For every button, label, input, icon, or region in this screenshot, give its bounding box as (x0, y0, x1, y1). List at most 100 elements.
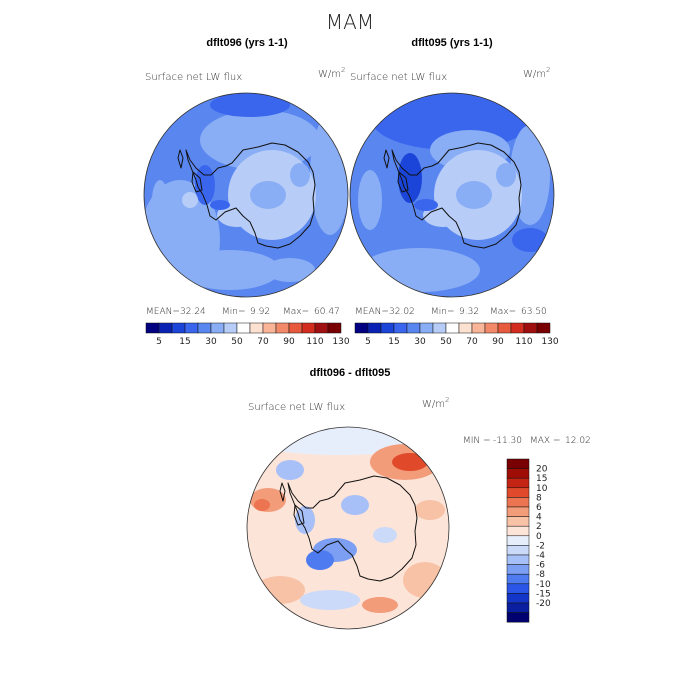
colorbar-swatch (419, 322, 434, 334)
stat-mean-value: 32.02 (389, 307, 415, 317)
colorbar-tick-label: 30 (414, 337, 426, 347)
map-fill (373, 527, 397, 543)
colorbar-tick-label: 0 (536, 532, 542, 542)
colorbar-swatch (471, 322, 486, 334)
map-fill (512, 228, 548, 252)
panel-left-stats: MEAN= 32.24 Min= 9.92 Max= 60.47 (146, 307, 340, 317)
colorbar-swatch (506, 612, 530, 623)
colorbar-swatch (249, 322, 264, 334)
coast-peninsula (293, 504, 305, 526)
panel-right-colorbar: 5 15 30 50 70 90 110 130 (354, 322, 559, 347)
colorbar-tick-label: 130 (332, 337, 349, 347)
colorbar-tick-label: 15 (536, 474, 547, 484)
coast-peninsula (177, 149, 184, 169)
panel-right-map (349, 92, 555, 298)
panel-diff-map (246, 426, 450, 630)
colorbar-swatch (145, 322, 160, 334)
diff-min-label: MIN = (463, 436, 491, 446)
stat-max-label: Max= (283, 307, 309, 317)
colorbar-tick-label: 4 (536, 513, 542, 523)
stat-mean-value: 32.24 (180, 307, 206, 317)
colorbar-swatch (506, 593, 530, 604)
map-boundary (349, 92, 555, 298)
colorbar-swatch (506, 554, 530, 565)
stat-min-label: Min= (222, 307, 246, 317)
coast-peninsula (279, 482, 286, 502)
colorbar-swatch (210, 322, 225, 334)
colorbar-swatch (506, 583, 530, 594)
colorbar-swatch (432, 322, 447, 334)
colorbar-tick-label: 15 (388, 337, 399, 347)
map-fill (358, 170, 382, 230)
colorbar-tick-label: 110 (306, 337, 323, 347)
colorbar-tick-label: 15 (179, 337, 190, 347)
map-boundary (143, 92, 349, 298)
map-fill (290, 163, 310, 187)
colorbar-swatch (171, 322, 186, 334)
map-fill (414, 199, 438, 211)
map-fill (360, 248, 480, 292)
colorbar-tick-label: 70 (466, 337, 478, 347)
stat-mean-label: MEAN= (146, 307, 180, 317)
panel-right-units: W/m2 (523, 66, 550, 80)
colorbar-tick-label: 110 (515, 337, 532, 347)
colorbar-swatch (506, 564, 530, 575)
colorbar-swatch (367, 322, 382, 334)
map-fill (306, 550, 334, 570)
colorbar-tick-label: 90 (492, 337, 504, 347)
colorbar-tick-label: 10 (536, 484, 548, 494)
stat-mean-label: MEAN= (355, 307, 389, 317)
coast-peninsula (397, 171, 409, 193)
colorbar-tick-label: 2 (536, 522, 542, 532)
map-fill (398, 153, 422, 203)
panel-left-map (143, 92, 349, 298)
antarctica-coastline (391, 142, 522, 249)
colorbar-tick-label: 50 (231, 337, 243, 347)
colorbar-swatch (536, 322, 551, 334)
colorbar-swatch (314, 322, 329, 334)
map-fill (392, 453, 428, 471)
stat-max-value: 63.50 (521, 307, 547, 317)
colorbar-tick-label: -20 (536, 599, 551, 609)
panel-right-field-label: Surface net LW flux (350, 72, 447, 83)
antarctica-coastline (287, 475, 418, 582)
colorbar-swatch (506, 535, 530, 546)
colorbar-tick-label: 5 (365, 337, 371, 347)
colorbar-tick-label: -4 (536, 551, 545, 561)
colorbar-swatch (197, 322, 212, 334)
colorbar-swatch (158, 322, 173, 334)
colorbar-tick-label: -10 (536, 580, 551, 590)
stat-min-value: 9.92 (250, 307, 270, 317)
colorbar-swatch (506, 487, 530, 498)
colorbar-swatch (506, 516, 530, 527)
map-fill (217, 203, 257, 227)
map-fill (341, 495, 369, 515)
colorbar-tick-label: 50 (440, 337, 452, 347)
colorbar-swatch (506, 477, 530, 489)
colorbar-swatch (223, 322, 238, 334)
colorbar-swatch (458, 322, 473, 334)
colorbar-tick-label: 20 (536, 465, 548, 475)
colorbar-tick-label: -2 (536, 541, 545, 551)
map-boundary (246, 426, 450, 630)
map-fill (180, 250, 280, 290)
panel-diff-field-label: Surface net LW flux (248, 402, 345, 413)
map-fill (210, 93, 290, 117)
map-fill (456, 181, 492, 209)
map-fill (210, 200, 230, 210)
stat-min-label: Min= (431, 307, 455, 317)
colorbar-swatch (506, 468, 530, 479)
map-fill (403, 562, 447, 598)
colorbar-swatch (506, 458, 530, 469)
colorbar-swatch (506, 602, 530, 613)
colorbar-tick-label: -15 (536, 589, 551, 599)
colorbar-swatch (327, 322, 342, 334)
colorbar-swatch (354, 322, 369, 334)
colorbar-swatch (523, 322, 538, 334)
stat-max-value: 60.47 (314, 307, 340, 317)
map-fill (415, 500, 445, 520)
diff-max-value: 12.02 (565, 436, 591, 446)
panel-left-colorbar: 5 15 30 50 70 90 110 130 (145, 322, 350, 347)
panel-diff-heading: dflt096 - dflt095 (310, 367, 391, 379)
